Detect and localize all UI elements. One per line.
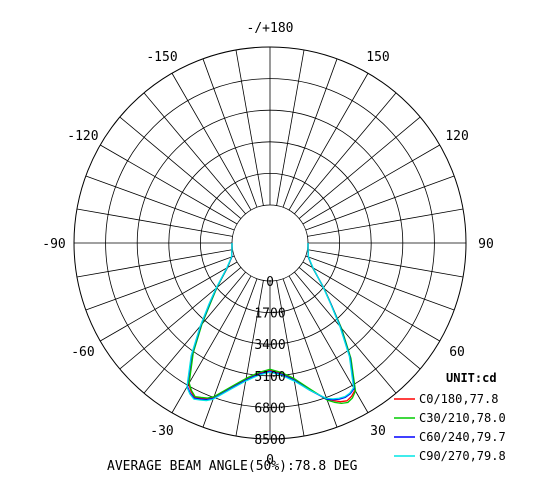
radial-tick-label: 6800 <box>254 401 285 416</box>
angle-label: 150 <box>366 50 389 65</box>
grid-spoke <box>282 278 338 428</box>
grid-spoke <box>85 175 235 231</box>
grid-spoke <box>235 49 264 206</box>
grid-spoke <box>76 208 233 237</box>
grid-spoke <box>100 144 238 225</box>
radial-tick-label: 8500 <box>254 433 285 448</box>
grid-spoke <box>143 92 246 215</box>
grid-spoke <box>302 261 440 342</box>
angle-label: -150 <box>146 50 177 65</box>
angle-label: -/+180 <box>247 21 294 36</box>
angle-label: -120 <box>67 129 98 144</box>
radial-tick-label: 0 <box>266 275 274 290</box>
grid-spoke <box>276 49 305 206</box>
angle-label: -30 <box>150 424 173 439</box>
grid-spoke <box>307 208 464 237</box>
legend-entry: C90/270,79.8 <box>419 449 506 463</box>
beam-angle-footer: AVERAGE BEAM ANGLE(50%):78.8 DEG <box>107 459 358 474</box>
angle-label: 0 <box>266 453 274 468</box>
series-curve <box>186 243 355 402</box>
grid-spoke <box>302 144 440 225</box>
grid-spoke <box>305 175 455 231</box>
grid-spoke <box>85 255 235 311</box>
radial-tick-label: 5100 <box>254 370 285 385</box>
grid-spoke <box>282 58 338 208</box>
legend-entry: C60/240,79.7 <box>419 430 506 444</box>
curves <box>186 243 357 405</box>
grid-spoke <box>202 278 258 428</box>
angle-label: -60 <box>71 345 94 360</box>
radial-tick-label: 3400 <box>254 338 285 353</box>
angle-label: 60 <box>449 345 465 360</box>
grid-spoke <box>298 116 421 219</box>
unit-label: UNIT:cd <box>446 371 497 385</box>
grid-circle <box>199 172 340 313</box>
polar-grid <box>73 46 467 440</box>
grid-spoke <box>171 73 252 211</box>
angle-label: -90 <box>42 237 65 252</box>
angle-label: 30 <box>370 424 386 439</box>
grid-spoke <box>76 249 233 278</box>
grid-spoke <box>235 280 264 437</box>
legend-entry: C30/210,78.0 <box>419 411 506 425</box>
grid-spoke <box>305 255 455 311</box>
grid-circle <box>136 109 404 377</box>
grid-spoke <box>100 261 238 342</box>
angle-labels: 0 30 -30 60 -60 90 -90 120 -120 150 -150 -/+180 <box>42 21 494 468</box>
grid-spoke <box>294 271 397 394</box>
grid-spoke <box>119 116 242 219</box>
radial-labels: 0 1700 3400 5100 6800 8500 <box>254 275 285 448</box>
legend-entry: C0/180,77.8 <box>419 392 498 406</box>
grid-spoke <box>298 267 421 370</box>
grid-spoke <box>171 275 252 413</box>
grid-spoke <box>288 73 369 211</box>
radial-tick-label: 1700 <box>254 307 285 322</box>
grid-spoke <box>307 249 464 278</box>
grid-spoke <box>276 280 305 437</box>
grid-spoke <box>143 271 246 394</box>
grid-spoke <box>294 92 397 215</box>
grid-inner-circle <box>231 204 309 282</box>
angle-label: 90 <box>478 237 494 252</box>
grid-circle <box>105 78 435 408</box>
grid-spoke <box>119 267 242 370</box>
grid-spoke <box>202 58 258 208</box>
grid-circle <box>168 141 372 345</box>
legend: UNIT:cd C0/180,77.8 C30/210,78.0 C60/240,7… <box>394 371 506 463</box>
grid-circle <box>73 46 467 440</box>
angle-label: 120 <box>445 129 468 144</box>
